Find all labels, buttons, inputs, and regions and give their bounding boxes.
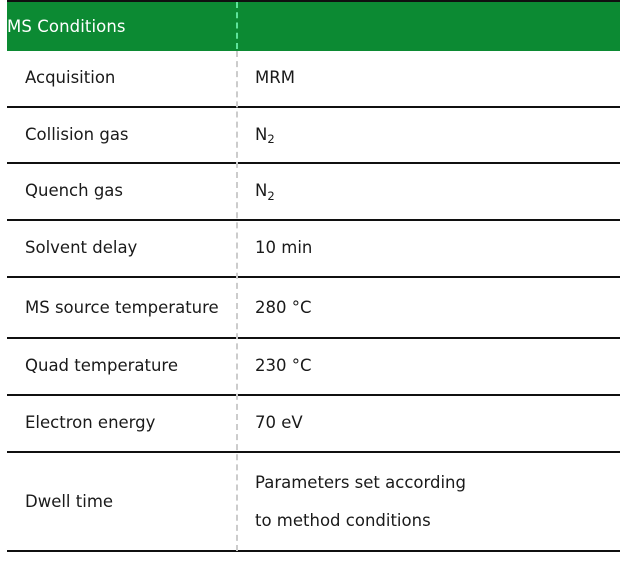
value-text: 10 min <box>255 235 487 262</box>
parameter-label: Acquisition <box>25 68 116 87</box>
value-main: 10 min <box>255 238 313 258</box>
value-text: N2 <box>255 122 487 149</box>
column-header-parameter: MS Conditions <box>7 0 236 51</box>
ms-conditions-table-container: MS Conditions Acquisition MRM Collision … <box>7 0 620 553</box>
table-row: Solvent delay 10 min <box>7 219 620 277</box>
row-parameter-collision-gas: Collision gas <box>7 105 236 164</box>
value-text: MRM <box>255 65 487 92</box>
row-parameter-dwell-time: Dwell time <box>7 450 236 553</box>
table-row: Electron energy 70 eV <box>7 394 620 452</box>
column-header-value <box>236 0 620 51</box>
row-parameter-acquisition: Acquisition <box>7 51 236 107</box>
parameter-label: Dwell time <box>25 491 114 511</box>
row-value-electron-energy: 70 eV <box>236 394 620 452</box>
row-parameter-quench-gas: Quench gas <box>7 162 236 221</box>
table-row: Quench gas N2 <box>7 162 620 221</box>
table-row: Quad temperature 230 °C <box>7 337 620 396</box>
table-row: Dwell time Parameters set according to m… <box>7 450 620 553</box>
table-row: Acquisition MRM <box>7 51 620 107</box>
table-row: MS source temperature 280 °C <box>7 275 620 339</box>
value-main: N <box>255 181 268 201</box>
parameter-label: Solvent delay <box>25 238 138 258</box>
value-text: 280 °C <box>255 289 487 327</box>
value-main: 70 eV <box>255 413 303 433</box>
row-value-quad-temperature: 230 °C <box>236 337 620 396</box>
value-text: N2 <box>255 178 487 205</box>
parameter-label: Quad temperature <box>25 356 178 376</box>
row-value-quench-gas: N2 <box>236 162 620 221</box>
table-body: Acquisition MRM Collision gas N2 Quench … <box>7 51 620 553</box>
row-parameter-solvent-delay: Solvent delay <box>7 219 236 277</box>
row-parameter-ms-source-temperature: MS source temperature <box>7 275 236 339</box>
parameter-label: Quench gas <box>25 181 124 201</box>
table-header-row: MS Conditions <box>7 0 620 51</box>
parameter-label: Collision gas <box>25 124 129 144</box>
row-value-acquisition: MRM <box>236 51 620 107</box>
row-parameter-electron-energy: Electron energy <box>7 394 236 452</box>
value-text: 70 eV <box>255 410 487 437</box>
row-value-ms-source-temperature: 280 °C <box>236 275 620 339</box>
ms-conditions-table: MS Conditions Acquisition MRM Collision … <box>7 0 620 553</box>
table-header: MS Conditions <box>7 0 620 51</box>
value-text: 230 °C <box>255 353 487 380</box>
value-main: MRM <box>255 68 295 87</box>
value-main: Parameters set according to method condi… <box>255 472 466 530</box>
parameter-label: Electron energy <box>25 413 156 433</box>
value-text: Parameters set according to method condi… <box>255 464 487 539</box>
value-main: 230 °C <box>255 356 312 376</box>
row-value-solvent-delay: 10 min <box>236 219 620 277</box>
parameter-label: MS source temperature <box>25 297 219 317</box>
value-main: 280 °C <box>255 297 312 317</box>
row-value-collision-gas: N2 <box>236 105 620 164</box>
row-parameter-quad-temperature: Quad temperature <box>7 337 236 396</box>
table-row: Collision gas N2 <box>7 105 620 164</box>
value-subscript: 2 <box>267 131 275 146</box>
row-value-dwell-time: Parameters set according to method condi… <box>236 450 620 553</box>
value-main: N <box>255 124 268 144</box>
value-subscript: 2 <box>267 188 275 203</box>
